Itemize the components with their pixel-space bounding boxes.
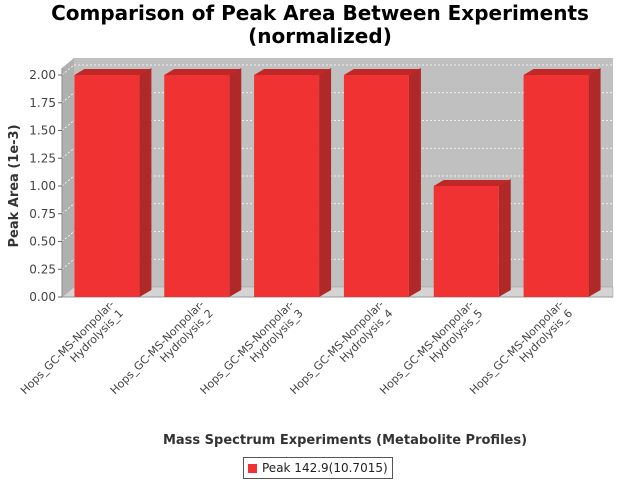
- bar: [343, 68, 421, 297]
- bar-side: [408, 68, 421, 297]
- x-axis-title: Mass Spectrum Experiments (Metabolite Pr…: [163, 433, 527, 448]
- gridline-wall: [61, 175, 75, 187]
- chart-title: Comparison of Peak Area Between Experime…: [0, 2, 640, 48]
- bar: [433, 179, 511, 297]
- bar: [74, 68, 152, 297]
- y-tick-label: 1.75: [29, 96, 56, 110]
- bar-front: [343, 75, 409, 297]
- bars: [74, 68, 601, 297]
- bar-front: [254, 75, 320, 297]
- y-axis: 0.00 0.25 0.50 0.75 1.00 1.25 1.50 1.75 2.00: [29, 68, 63, 304]
- bar: [164, 68, 242, 297]
- bar-front: [74, 75, 140, 297]
- bar-side: [229, 68, 242, 297]
- legend-swatch: [248, 463, 257, 473]
- chart-title-line-1: Comparison of Peak Area Between Experime…: [51, 1, 589, 25]
- x-tick-label-line: Hops_GC-MS-Nonpolar-: [18, 298, 117, 397]
- bar-side: [588, 68, 601, 297]
- bar-front: [433, 186, 499, 297]
- bar-side: [139, 68, 152, 297]
- gridline-wall: [61, 64, 75, 76]
- gridline-wall: [61, 120, 75, 131]
- gridline-wall: [61, 258, 75, 270]
- bar: [523, 68, 601, 297]
- y-tick-label: 0.50: [29, 235, 56, 249]
- bar-front: [164, 75, 230, 297]
- plot-left-wall: [62, 58, 74, 297]
- gridline-wall: [61, 203, 75, 215]
- gridline-wall: [61, 147, 75, 159]
- y-tick-label: 0.00: [29, 290, 56, 304]
- y-tick-label: 1.00: [29, 179, 56, 193]
- y-axis-title: Peak Area (1e-3): [7, 124, 22, 247]
- y-tick-label: 2.00: [29, 68, 56, 82]
- y-tick-label: 0.25: [29, 262, 56, 276]
- bar-top: [343, 69, 421, 75]
- y-tick-label: 0.75: [29, 207, 56, 221]
- gridline-wall: [61, 231, 75, 242]
- gridline-wall: [61, 92, 75, 104]
- x-tick-label-line: Hops_GC-MS-Nonpolar-: [377, 298, 476, 397]
- x-tick-label-line: Hops_GC-MS-Nonpolar-: [198, 298, 297, 397]
- bar-top: [164, 69, 242, 75]
- bar: [254, 68, 332, 297]
- bar-side: [319, 68, 332, 297]
- x-tick-label-line: Hops_GC-MS-Nonpolar-: [287, 298, 386, 397]
- x-tick-label-line: Hops_GC-MS-Nonpolar-: [108, 298, 207, 397]
- legend-label: Peak 142.9(10.7015): [262, 461, 388, 475]
- y-tick-label: 1.25: [29, 151, 56, 165]
- bar-side: [498, 179, 511, 297]
- bar-top: [254, 69, 332, 75]
- chart-title-line-2: (normalized): [248, 24, 392, 48]
- bar-top: [433, 180, 511, 186]
- x-tick-label-line: Hops_GC-MS-Nonpolar-: [467, 298, 566, 397]
- legend: Peak 142.9(10.7015): [243, 457, 393, 479]
- bar-top: [74, 69, 152, 75]
- x-tick-label: Hops_GC-MS-Nonpolar-Hydrolysis_6: [467, 298, 575, 406]
- bar-front: [523, 75, 589, 297]
- bar-top: [523, 69, 601, 75]
- x-axis: Hops_GC-MS-Nonpolar-Hydrolysis_1Hops_GC-…: [18, 298, 575, 406]
- y-tick-label: 1.50: [29, 124, 56, 138]
